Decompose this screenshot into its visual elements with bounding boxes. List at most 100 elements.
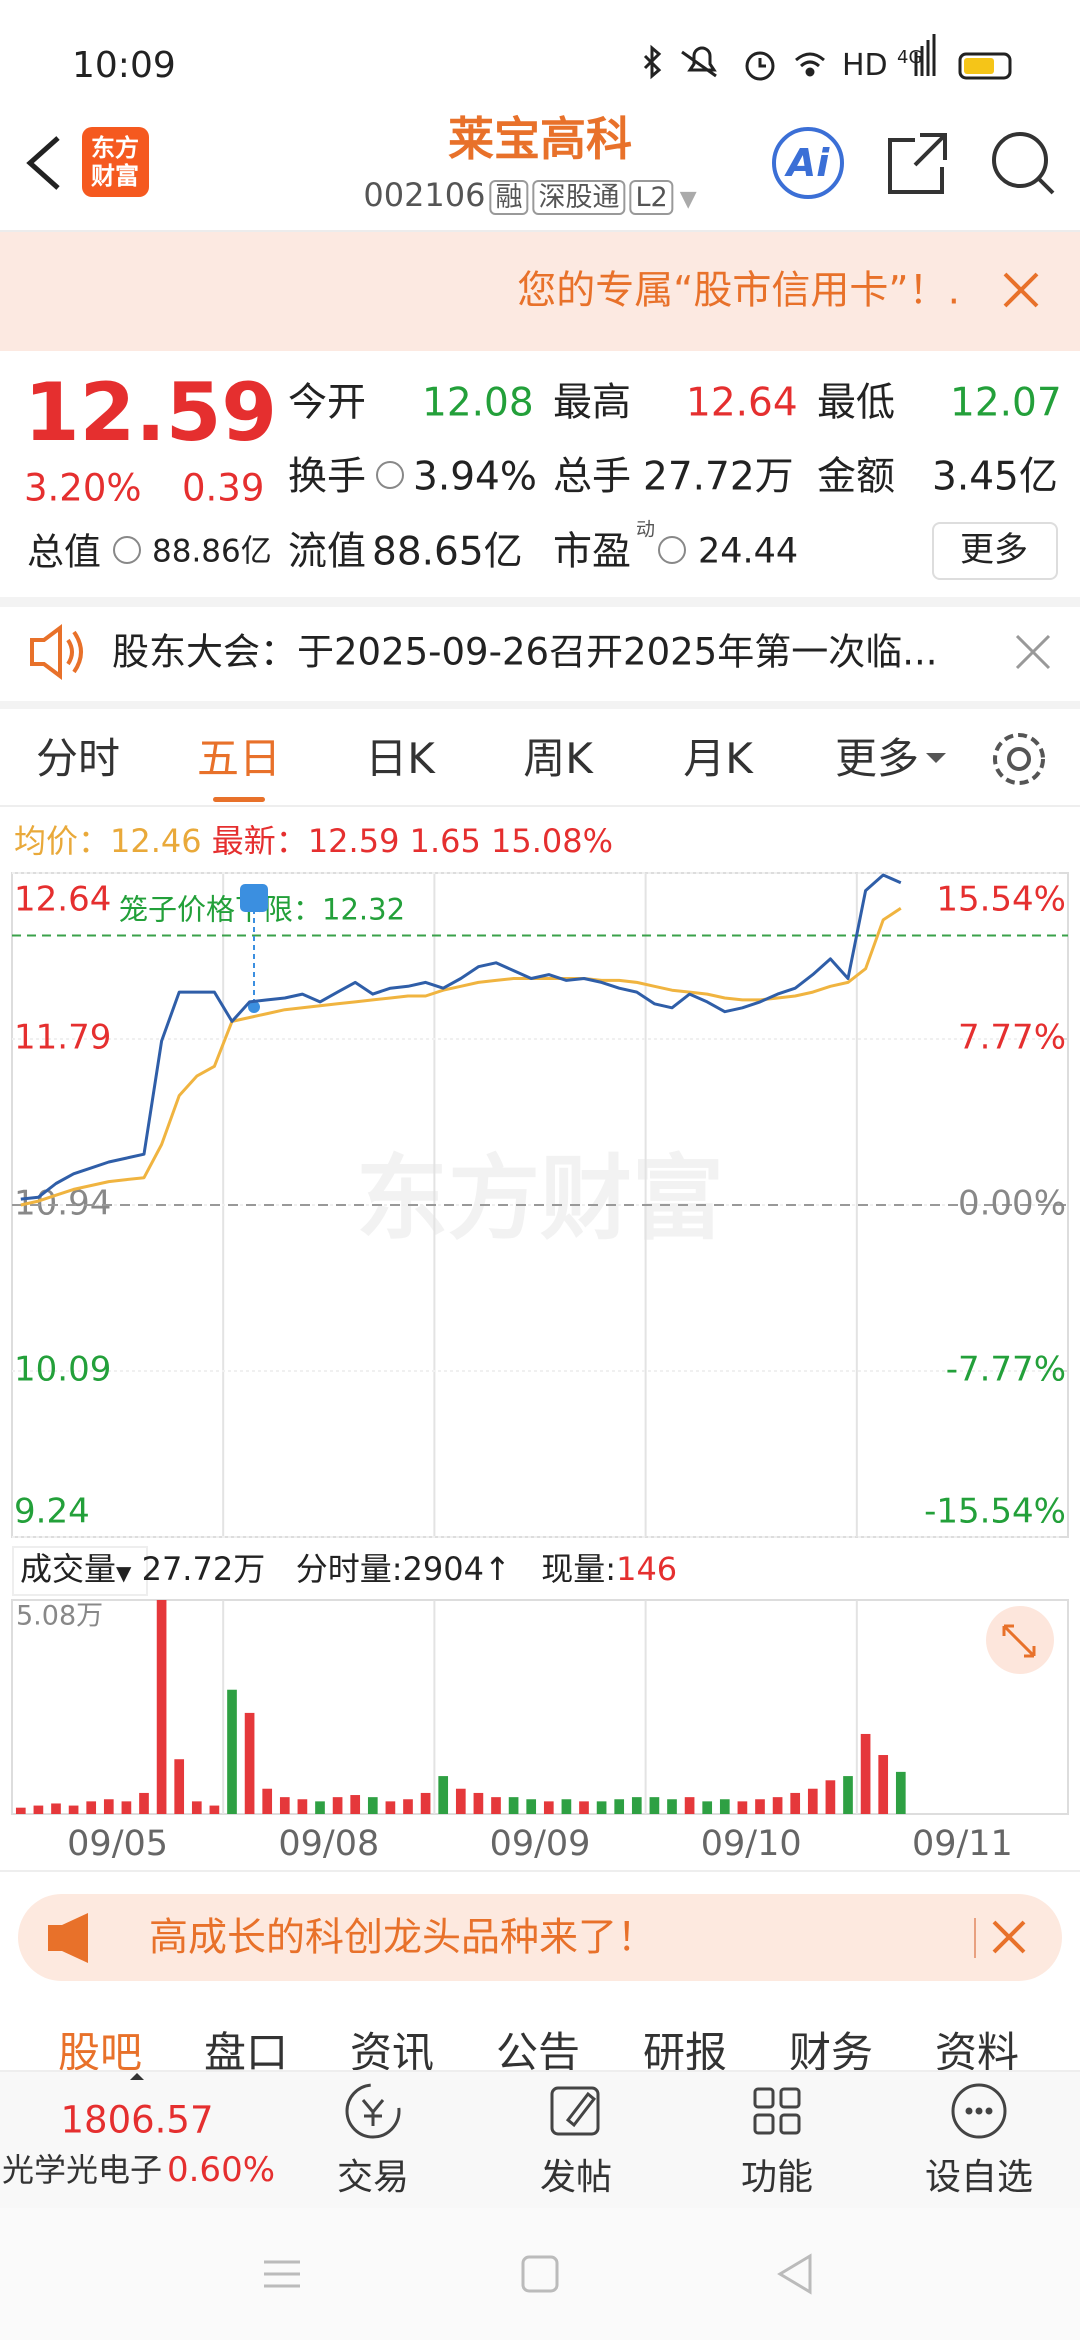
volume-bar	[491, 1797, 501, 1814]
index-change: 0.60%	[166, 2150, 276, 2190]
volume-bar	[878, 1755, 889, 1814]
status-signal: 4G	[897, 47, 923, 68]
notice-text[interactable]: 股东大会：于2025-09-26召开2025年第一次临...	[112, 630, 938, 674]
volume-bar	[860, 1733, 871, 1814]
y-tick-label: 10.09	[14, 1350, 111, 1390]
volume-bar	[156, 1600, 167, 1814]
settings-button[interactable]	[993, 733, 1045, 785]
ref-line-text: 笼子价格下限：	[119, 892, 322, 926]
close-notice[interactable]	[1015, 634, 1051, 670]
tab[interactable]: 月K	[683, 734, 753, 783]
field-value: 24.44	[698, 531, 799, 572]
field-label: 金额	[817, 454, 896, 500]
share-button[interactable]	[888, 133, 947, 194]
volume-bar	[191, 1801, 202, 1814]
back-button[interactable]	[26, 136, 60, 190]
divider	[0, 230, 1080, 232]
field-value: 12.64	[686, 380, 798, 426]
volume-bar	[702, 1801, 713, 1814]
index-name: 光学光电子	[1, 2151, 163, 2189]
volume-bar	[807, 1788, 818, 1814]
field-label: 最高	[553, 380, 632, 426]
chart: 东方财富 09/05 09/08 09/09 09/10 09/11 12.64 11.79 1…	[11, 872, 1069, 1864]
marker-point	[248, 1001, 260, 1013]
field-label: 总手	[553, 454, 632, 500]
divider	[0, 597, 1080, 607]
volume-bar	[719, 1799, 730, 1814]
more-button[interactable]	[932, 522, 1058, 580]
latest-change: 1.65	[409, 822, 481, 860]
toolbar-label[interactable]: 发帖	[539, 2157, 613, 2198]
volume-bar	[51, 1803, 61, 1814]
stock-code-row[interactable]: 002106 融深股通 L2 ▼	[363, 176, 697, 215]
volume-selector[interactable]	[12, 1546, 148, 1596]
volume-bar	[790, 1792, 801, 1814]
toolbar-label[interactable]: 功能	[740, 2157, 814, 2198]
expand-button[interactable]	[986, 1606, 1054, 1674]
volume-bar	[596, 1801, 607, 1814]
bottom-tab[interactable]: 资讯	[349, 2028, 435, 2077]
bottom-tab[interactable]: 研报	[642, 2028, 728, 2077]
index-value[interactable]: 1806.57	[60, 2098, 214, 2142]
search-button[interactable]	[992, 132, 1055, 195]
info-icon[interactable]	[113, 536, 141, 564]
app-logo[interactable]	[82, 127, 149, 197]
promo-banner[interactable]	[0, 231, 1080, 351]
field-value: 12.08	[422, 380, 534, 426]
bottom-tab[interactable]: 资料	[934, 2028, 1020, 2077]
volume-bar	[543, 1801, 554, 1814]
bottom-tab-active[interactable]: 股吧	[57, 2028, 143, 2077]
bottom-tab[interactable]: 财务	[788, 2028, 874, 2077]
toolbar-label[interactable]: 设自选	[924, 2157, 1034, 2198]
volume-bar	[667, 1799, 677, 1814]
volume-bar	[103, 1799, 114, 1814]
ai-button[interactable]: Ai	[786, 141, 830, 185]
volume-header: 成交量▼ 27.72万 分时量:2904↑ 现量:146	[20, 1550, 678, 1588]
info-icon[interactable]	[376, 461, 404, 489]
x-tick-label: 09/08	[278, 1824, 379, 1864]
current-volume: 146	[616, 1550, 678, 1588]
dropdown-caret	[926, 753, 946, 763]
volume-label: 成交量	[20, 1550, 117, 1588]
x-tick-label: 09/10	[701, 1824, 802, 1864]
ad-banner[interactable]	[18, 1894, 1062, 1981]
logo-text: 财富	[91, 162, 139, 190]
volume-bar	[244, 1712, 255, 1814]
bottom-tab[interactable]: 盘口	[203, 2028, 289, 2077]
volume-bar	[614, 1799, 625, 1814]
stock-name: 莱宝高科	[448, 112, 632, 166]
divider	[0, 805, 1080, 807]
field-label: 市盈	[553, 529, 632, 575]
volume-bar	[227, 1689, 237, 1814]
volume-bar	[262, 1788, 273, 1814]
field-label: 最低	[817, 380, 896, 426]
tab[interactable]: 周K	[523, 734, 593, 783]
volume-bar	[33, 1805, 44, 1814]
volume-bar	[209, 1805, 220, 1814]
volume-bar	[561, 1799, 572, 1814]
volume-bar	[139, 1792, 149, 1814]
tab[interactable]: 更多	[834, 734, 920, 783]
ref-line-label: 笼子价格下限：12.32	[119, 892, 405, 926]
volume-bar	[684, 1797, 695, 1814]
promo-text[interactable]: 您的专属“股市信用卡”！.	[517, 268, 960, 314]
bottom-toolbar	[0, 2070, 1080, 2210]
tab[interactable]: 日K	[365, 734, 435, 783]
toolbar-label[interactable]: 交易	[336, 2157, 410, 2198]
volume-frame	[11, 1599, 1069, 1815]
volume-bar	[385, 1801, 396, 1814]
volume-bar	[631, 1797, 642, 1814]
volume-bar	[737, 1801, 748, 1814]
bottom-tab[interactable]: 公告	[495, 2028, 581, 2077]
y-tick-label: 10.94	[14, 1184, 111, 1224]
tick-volume-label: 分时量:	[295, 1550, 403, 1588]
y-tick-label: 12.64	[14, 880, 111, 920]
logo-text: 东方	[91, 134, 139, 162]
stock-code: 002106	[363, 176, 486, 214]
plot-frame	[11, 872, 1069, 1538]
tab[interactable]: 分时	[35, 734, 121, 783]
info-icon[interactable]	[658, 536, 686, 564]
ad-text[interactable]: 高成长的科创龙头品种来了！	[149, 1915, 657, 1961]
tab-active[interactable]: 五日	[196, 734, 282, 783]
